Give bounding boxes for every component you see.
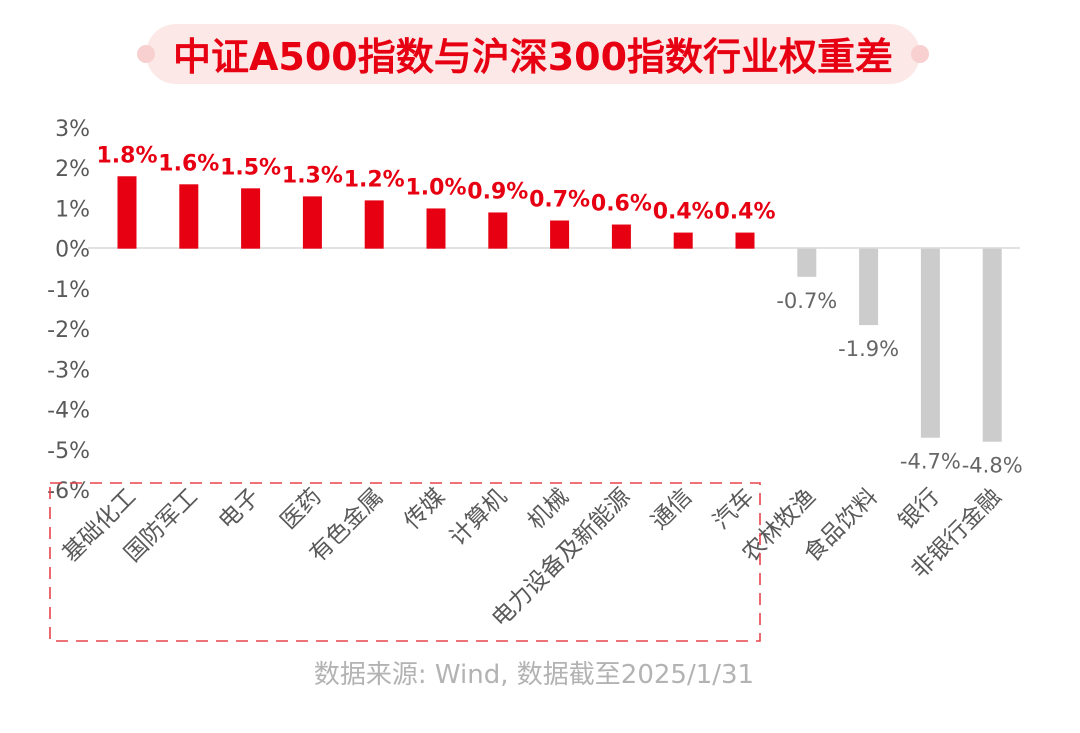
bar — [241, 188, 261, 249]
bar — [611, 224, 631, 249]
bar — [735, 232, 755, 249]
value-label: -4.7% — [900, 450, 961, 474]
bar — [364, 200, 384, 249]
x-tick-label: 医药 — [276, 484, 327, 535]
chart-title: 中证A500指数与沪深300指数行业权重差 — [173, 35, 893, 79]
bar — [920, 248, 940, 438]
value-label: 1.2% — [344, 167, 405, 192]
y-tick-label: -4% — [47, 399, 90, 424]
y-tick-label: -1% — [47, 278, 90, 303]
x-tick-label: 机械 — [523, 484, 574, 535]
value-label: 0.4% — [653, 200, 714, 225]
x-tick-label: 计算机 — [445, 484, 512, 551]
value-label: 1.6% — [158, 151, 219, 176]
value-label: 0.6% — [591, 192, 652, 217]
value-label: 0.4% — [714, 200, 775, 225]
title-banner: 中证A500指数与沪深300指数行业权重差 — [137, 24, 929, 84]
x-tick-label: 银行 — [894, 484, 945, 535]
value-label: -4.8% — [962, 454, 1023, 478]
value-label: 1.5% — [220, 155, 281, 180]
y-tick-label: 3% — [55, 117, 90, 142]
value-label: 1.8% — [96, 143, 157, 168]
bar — [982, 248, 1002, 442]
bar — [179, 184, 199, 249]
x-tick-label: 汽车 — [708, 484, 759, 535]
highlight-box — [49, 482, 761, 642]
bars — [117, 176, 1002, 442]
bar — [117, 176, 137, 249]
y-tick-label: -2% — [47, 318, 90, 343]
bar — [859, 248, 879, 326]
y-tick-label: -5% — [47, 439, 90, 464]
value-label: 1.3% — [282, 163, 343, 188]
bar — [302, 196, 322, 249]
bar — [426, 208, 446, 249]
value-label: 0.7% — [529, 188, 590, 213]
y-axis: 3%2%1%0%-1%-2%-3%-4%-5%-6% — [47, 117, 90, 504]
value-label: 0.9% — [467, 179, 528, 204]
bar — [797, 248, 817, 277]
y-tick-label: 0% — [55, 238, 90, 263]
x-tick-label: 电子 — [214, 484, 265, 535]
value-label: 1.0% — [405, 175, 466, 200]
value-labels: 1.8% 1.6% 1.5% 1.3% 1.2% 1.0% 0.9% 0.7% 0.6% 0.4%… — [96, 143, 1022, 477]
source-note: 数据来源: Wind, 数据截至2025/1/31 — [314, 660, 754, 690]
x-tick-label: 通信 — [647, 484, 698, 535]
value-label: -1.9% — [838, 337, 899, 361]
y-tick-label: 2% — [55, 157, 90, 182]
y-tick-label: 1% — [55, 197, 90, 222]
x-tick-label: 传媒 — [399, 484, 450, 535]
value-label: -0.7% — [776, 289, 837, 313]
bar — [488, 212, 508, 249]
bar — [550, 220, 570, 249]
bar — [673, 232, 693, 249]
y-tick-label: -3% — [47, 358, 90, 383]
